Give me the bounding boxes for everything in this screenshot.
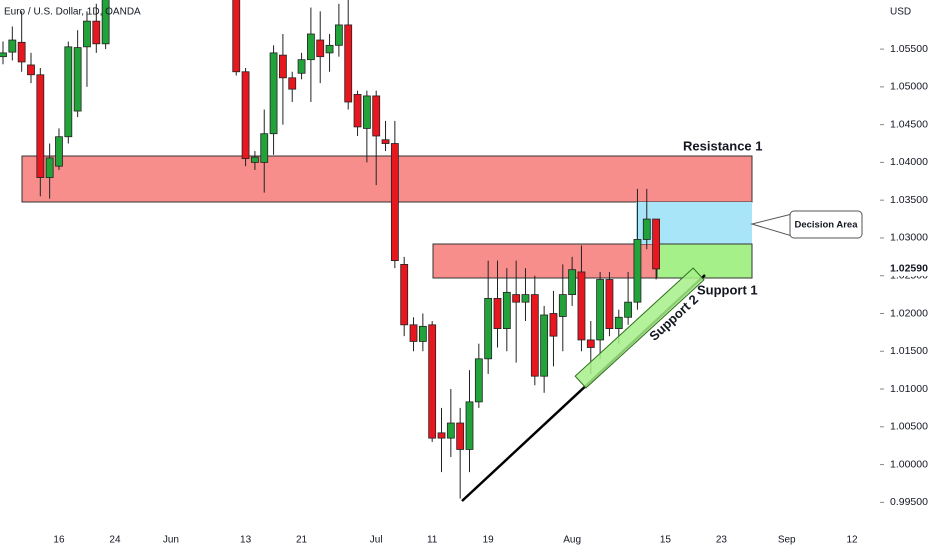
candle-body (316, 39, 325, 58)
y-tick-label: 1.03000 (890, 232, 928, 244)
candle-body (232, 0, 241, 73)
candle-body (512, 294, 521, 303)
candle-body (484, 297, 493, 360)
chart-title: Euro / U.S. Dollar, 1D, OANDA (4, 7, 141, 18)
y-tick-label: 1.00000 (890, 458, 928, 470)
x-tick-label: Sep (778, 535, 796, 546)
candle-body (540, 314, 549, 377)
candle-body (633, 239, 642, 303)
y-tick-label: 1.04500 (890, 118, 928, 130)
candle-body (260, 133, 269, 163)
candle-body (605, 279, 614, 329)
candle-body (241, 71, 250, 160)
x-tick-label: Jul (370, 535, 383, 546)
candle-body (73, 47, 82, 112)
candle-body (0, 52, 7, 58)
candle-body (400, 263, 409, 326)
candle-body (334, 24, 343, 46)
candle-body (624, 301, 633, 318)
candle-body (652, 218, 660, 270)
candle-body (55, 136, 63, 167)
candle-body (549, 313, 558, 337)
candle-body (278, 54, 287, 79)
candle-body (353, 94, 362, 128)
candle-body (45, 157, 54, 178)
x-tick-label: 15 (660, 535, 672, 546)
candle-body (288, 77, 297, 90)
resistance-label: Resistance 1 (683, 138, 763, 153)
y-tick-label: 1.00500 (890, 421, 928, 433)
candle-body (381, 139, 390, 144)
candle-body (372, 95, 381, 137)
candle-body (493, 297, 502, 329)
last-price-bg (884, 261, 932, 276)
candle-body (36, 74, 45, 178)
resistance-zone (21, 155, 753, 203)
candle-body (390, 143, 399, 262)
y-tick-label: 1.05500 (890, 43, 928, 55)
x-tick-label: 12 (846, 535, 858, 546)
candle-body (8, 39, 17, 53)
candle-body (306, 33, 315, 61)
y-tick-label: 1.01000 (890, 383, 928, 395)
candle-body (92, 20, 101, 45)
candle-body (297, 59, 306, 74)
candle-body (596, 279, 605, 341)
y-tick-label: 1.04000 (890, 156, 928, 168)
x-tick-label: 11 (427, 535, 438, 546)
candle-body (568, 269, 577, 296)
x-tick-label: 23 (716, 535, 728, 546)
candle-body (456, 422, 465, 450)
y-tick-label: 1.01500 (890, 345, 928, 357)
candle-body (325, 44, 334, 54)
candle-body (586, 339, 595, 348)
x-tick-label: 19 (483, 535, 495, 546)
candle-body (474, 358, 483, 403)
candle-body (521, 294, 530, 303)
candle-body (502, 291, 511, 329)
axes: 0.99500 1.00000 1.00500 1.01000 1.01500 1.020… (53, 43, 932, 546)
y-tick-label: 1.02000 (890, 307, 928, 319)
support-1-label: Support 1 (697, 282, 758, 297)
candle-body (530, 294, 539, 377)
overlay: Resistance 1 Support 1 Support 2 Decisio… (461, 138, 863, 502)
callout-join (791, 215, 794, 234)
candle-body (344, 24, 353, 103)
support-2-channel (574, 267, 705, 389)
y-tick-label: 1.03500 (890, 194, 928, 206)
candle-body (83, 20, 91, 48)
x-tick-label: 24 (109, 535, 121, 546)
candle-body (64, 46, 73, 138)
candle-body (418, 325, 427, 342)
candle-body (101, 0, 110, 45)
x-tick-label: 16 (53, 535, 65, 546)
candle-body (409, 324, 418, 342)
x-tick-label: 21 (296, 535, 308, 546)
callout-label: Decision Area (794, 220, 858, 231)
y-tick-label: 1.05000 (890, 81, 928, 93)
candle-body (428, 324, 437, 439)
x-tick-label: Jun (163, 535, 179, 546)
x-tick-label: Aug (563, 535, 581, 546)
candle-body (269, 52, 278, 135)
candle-body (251, 156, 259, 163)
candle-body (614, 316, 623, 329)
candle-body (446, 422, 455, 439)
candle-body (27, 64, 35, 76)
candle-body (437, 432, 446, 439)
x-tick-label: 13 (240, 535, 252, 546)
candle-body (577, 271, 586, 341)
candles (0, 0, 660, 499)
candle-body (465, 401, 474, 450)
candle-body (362, 95, 371, 129)
candle-body (642, 218, 651, 240)
candle-body (17, 41, 26, 63)
callout-box (789, 210, 863, 239)
y-axis-label: USD (890, 7, 911, 18)
y-tick-label: 0.99500 (890, 496, 928, 508)
candle-body (558, 294, 567, 317)
last-price-label: 1.02590 (890, 263, 928, 275)
support-zone-green (656, 243, 753, 279)
